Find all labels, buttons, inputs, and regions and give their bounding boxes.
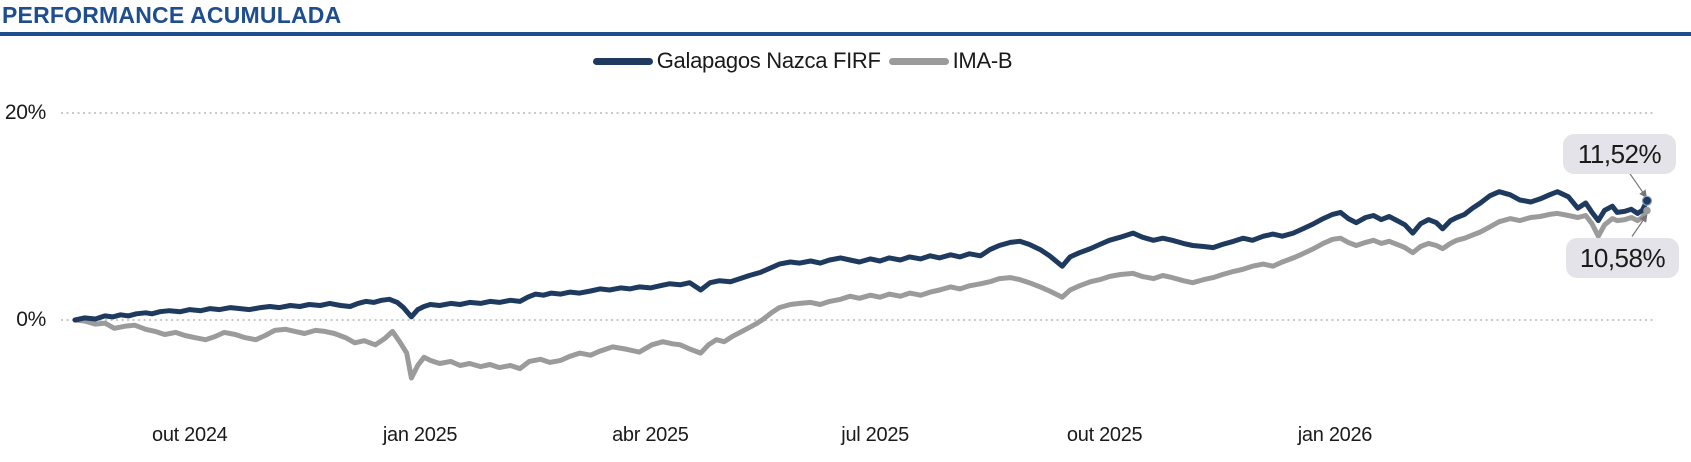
x-axis-tick-label: jul 2025: [841, 424, 909, 446]
x-axis-tick-label: abr 2025: [612, 424, 689, 446]
x-axis-tick-label: jan 2025: [382, 424, 458, 446]
leader-line-imab: [1631, 214, 1648, 237]
leader-lines-layer: [1629, 173, 1653, 237]
series-line-imab: [72, 208, 1650, 381]
galapagos-line-swatch-icon: [592, 57, 653, 65]
final-value-label-galapagos: 11,52%: [1563, 134, 1676, 174]
series-line-galapagos: [72, 189, 1650, 323]
chart-title: PERFORMANCE ACUMULADA: [2, 2, 342, 28]
x-axis-tick-label: out 2024: [152, 424, 228, 446]
legend-label-imab: IMA-B: [952, 48, 1013, 73]
legend-item-galapagos: Galapagos Nazca FIRF: [592, 48, 881, 74]
y-axis-tick-label: 0%: [16, 308, 46, 331]
legend-label-galapagos: Galapagos Nazca FIRF: [656, 48, 881, 73]
x-axis-tick-label: out 2025: [1066, 424, 1143, 446]
title-underline-rule: [0, 32, 1691, 36]
endpoint-dot-galapagos: [1641, 195, 1653, 206]
gridlines-layer: [60, 111, 1658, 322]
leader-line-galapagos: [1629, 173, 1647, 199]
x-axis-tick-label: jan 2026: [1297, 424, 1373, 446]
final-value-label-imab: 10,58%: [1566, 238, 1679, 278]
y-axis-tick-label: 20%: [4, 101, 46, 124]
endpoint-dot-imab: [1643, 206, 1651, 215]
imab-line-swatch-icon: [888, 57, 949, 65]
series-lines-layer: [72, 189, 1650, 381]
chart-legend: Galapagos Nazca FIRF IMA-B: [0, 48, 1648, 74]
legend-item-imab: IMA-B: [888, 48, 1013, 74]
